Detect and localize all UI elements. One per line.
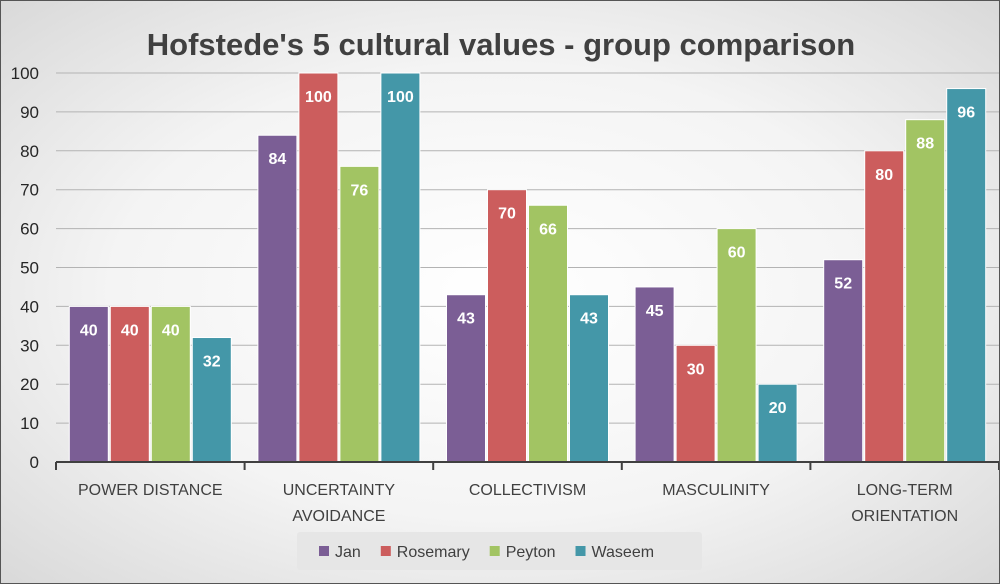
data-label: 40 — [80, 322, 98, 339]
data-label: 96 — [957, 105, 975, 122]
bar-jan — [823, 259, 864, 463]
bars: 40 40 40 32 84 100 76 100 43 70 66 43 45 30 60 20 52 80 88… — [68, 72, 987, 463]
x-tick-label: MASCULINITY — [662, 482, 770, 499]
x-tick-label: AVOIDANCE — [292, 508, 385, 525]
data-label: 88 — [916, 136, 934, 153]
data-label: 100 — [387, 89, 414, 106]
bar-jan — [634, 286, 675, 463]
chart-title: Hofstede's 5 cultural values - group com… — [147, 27, 855, 62]
legend-label: Peyton — [506, 544, 556, 561]
y-tick-label: 80 — [20, 142, 39, 161]
data-label: 30 — [687, 361, 705, 378]
bar-waseem — [380, 72, 421, 463]
data-label: 80 — [875, 167, 893, 184]
bar-peyton — [528, 204, 568, 463]
legend-label: Jan — [335, 544, 361, 561]
y-tick-label: 50 — [20, 259, 39, 278]
x-tick-label: ORIENTATION — [851, 508, 958, 525]
bar-rosemary — [675, 344, 716, 463]
legend-label: Rosemary — [397, 544, 470, 561]
bar-rosemary — [864, 150, 905, 463]
data-label: 45 — [646, 303, 664, 320]
bar-waseem — [191, 337, 232, 463]
x-tick-label: COLLECTIVISM — [469, 482, 586, 499]
y-tick-label: 70 — [20, 181, 39, 200]
y-tick-label: 40 — [20, 297, 39, 316]
data-label: 76 — [351, 182, 369, 199]
legend-swatch-waseem — [575, 546, 586, 556]
x-tick-label: POWER DISTANCE — [78, 482, 223, 499]
y-tick-label: 60 — [20, 220, 39, 239]
y-tick-label: 20 — [20, 375, 39, 394]
data-label: 84 — [269, 151, 287, 168]
data-label: 32 — [203, 354, 221, 371]
data-label: 43 — [457, 311, 475, 328]
bar-jan — [257, 134, 298, 463]
y-tick-label: 100 — [11, 64, 39, 83]
y-tick-label: 0 — [30, 453, 39, 472]
bar-peyton — [716, 228, 757, 463]
data-label: 40 — [121, 322, 139, 339]
data-label: 66 — [539, 221, 557, 238]
x-axis: POWER DISTANCE UNCERTAINTY AVOIDANCE COLLEC… — [55, 461, 1000, 525]
data-label: 70 — [498, 206, 516, 223]
bar-waseem — [946, 88, 987, 463]
bar-waseem — [569, 294, 609, 463]
bar-jan — [68, 305, 109, 463]
x-tick-label: UNCERTAINTY — [283, 482, 396, 499]
y-axis: 0 10 20 30 40 50 60 70 80 90 100 — [11, 64, 39, 472]
legend-label: Waseem — [592, 544, 655, 561]
bar-rosemary — [298, 72, 339, 463]
legend-swatch-peyton — [489, 546, 500, 556]
data-label: 52 — [834, 276, 852, 293]
legend-swatch-jan — [319, 546, 329, 556]
data-label: 40 — [162, 322, 180, 339]
legend-swatch-rosemary — [380, 546, 391, 556]
data-label: 43 — [580, 311, 598, 328]
data-label: 60 — [728, 245, 746, 262]
x-tick-label: LONG-TERM — [857, 482, 953, 499]
bar-rosemary — [487, 189, 527, 463]
y-tick-label: 30 — [20, 336, 39, 355]
bar-peyton — [339, 165, 380, 463]
y-tick-label: 90 — [20, 103, 39, 122]
bar-waseem — [757, 383, 798, 463]
bar-jan — [446, 294, 486, 463]
bar-peyton — [905, 119, 946, 463]
legend: Jan Rosemary Peyton Waseem — [297, 532, 702, 570]
data-label: 100 — [305, 89, 332, 106]
y-tick-label: 10 — [20, 414, 39, 433]
data-label: 20 — [769, 400, 787, 417]
